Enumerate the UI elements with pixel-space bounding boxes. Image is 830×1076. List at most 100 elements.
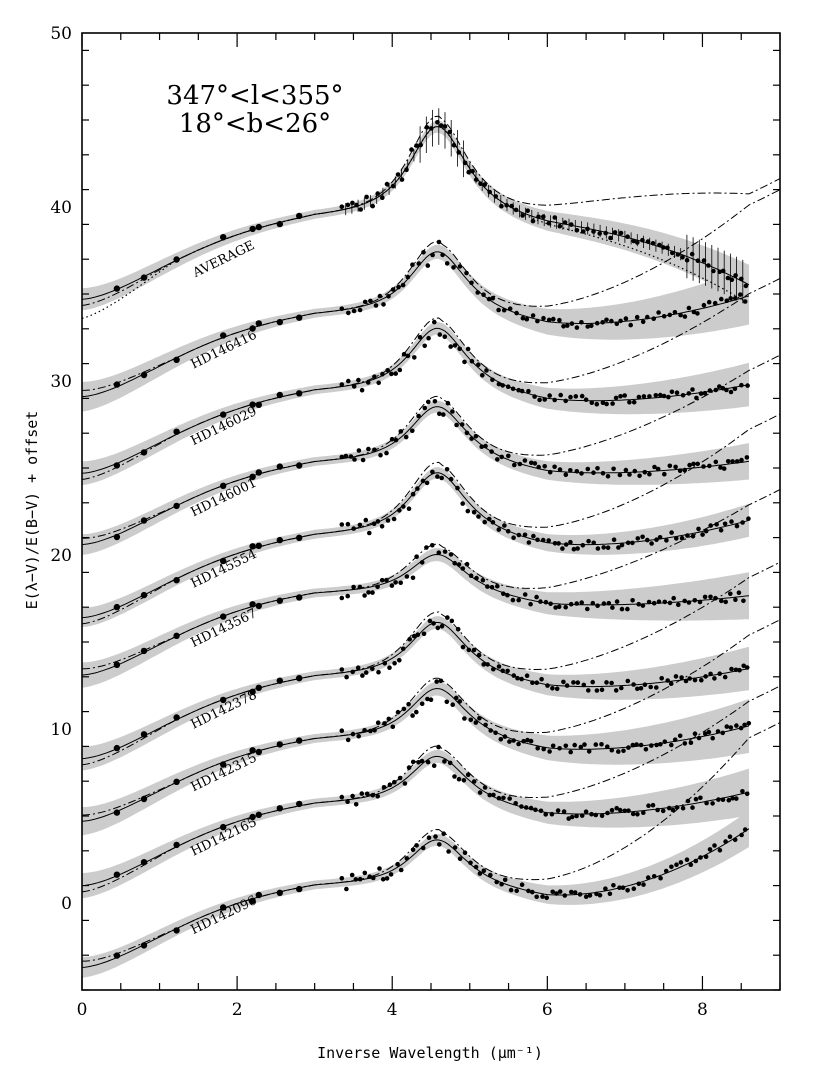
data-point: [389, 583, 395, 588]
data-point: [579, 393, 585, 399]
data-point: [456, 562, 462, 567]
data-point: [528, 805, 534, 811]
data-point: [255, 684, 262, 691]
data-point: [140, 647, 148, 655]
data-point: [448, 476, 454, 482]
data-point: [255, 401, 262, 408]
data-point: [356, 734, 362, 739]
data-point: [556, 541, 561, 546]
data-point: [548, 601, 553, 607]
data-point: [724, 387, 729, 393]
data-point: [460, 566, 466, 571]
data-point: [627, 472, 632, 477]
data-point: [276, 536, 283, 544]
data-point: [599, 687, 605, 693]
data-point: [739, 457, 744, 463]
data-point: [652, 464, 657, 470]
data-point: [426, 335, 431, 341]
band-hd146416: [82, 244, 749, 412]
data-point: [481, 292, 486, 298]
data-point: [488, 872, 493, 878]
data-point: [619, 685, 624, 691]
data-point: [686, 600, 692, 605]
data-point: [541, 214, 546, 219]
data-point: [522, 458, 528, 463]
data-point: [113, 661, 121, 668]
data-point: [511, 738, 516, 743]
data-point: [220, 696, 227, 704]
x-tick-label: 4: [387, 1000, 398, 1020]
data-point: [496, 527, 502, 532]
data-point: [470, 168, 475, 174]
data-point: [583, 397, 589, 403]
data-point: [707, 388, 713, 393]
data-point: [650, 241, 656, 246]
data-point: [473, 720, 479, 725]
data-point: [113, 744, 121, 752]
data-point: [419, 758, 425, 764]
data-point: [665, 678, 670, 683]
data-point: [456, 776, 462, 782]
data-point: [662, 471, 667, 477]
data-point: [659, 676, 664, 681]
data-point: [546, 317, 552, 323]
data-point: [496, 664, 502, 669]
data-point: [561, 324, 566, 329]
data-point: [371, 875, 376, 881]
data-point: [377, 293, 383, 299]
points-hd142378: [113, 615, 750, 752]
data-point: [595, 546, 601, 551]
data-point: [718, 528, 724, 533]
data-point: [469, 436, 474, 441]
data-point: [720, 730, 725, 736]
data-point: [255, 542, 262, 549]
data-point: [382, 721, 387, 726]
data-point: [476, 652, 482, 658]
data-point: [140, 371, 148, 379]
data-point: [682, 598, 687, 604]
data-point: [600, 471, 606, 476]
data-point: [516, 532, 522, 538]
data-point: [682, 467, 688, 473]
data-point: [692, 731, 698, 736]
data-point: [370, 203, 376, 209]
data-point: [344, 674, 349, 680]
data-point: [392, 661, 397, 666]
data-point: [379, 524, 385, 529]
data-point: [610, 605, 615, 610]
data-point: [113, 381, 121, 388]
data-point: [516, 741, 521, 747]
data-point: [726, 797, 732, 803]
data-point: [220, 904, 227, 911]
data-point: [402, 781, 408, 786]
data-point: [691, 309, 697, 315]
data-point: [367, 874, 373, 879]
data-point: [674, 805, 680, 810]
data-point: [603, 886, 608, 891]
data-point: [722, 674, 728, 680]
data-point: [688, 740, 694, 745]
data-point: [484, 368, 489, 373]
data-point: [658, 875, 663, 881]
data-point: [536, 214, 541, 220]
data-point: [717, 384, 722, 389]
data-point: [499, 881, 504, 887]
data-point: [357, 584, 363, 590]
data-point: [464, 561, 470, 567]
data-point: [533, 807, 538, 813]
data-point: [399, 177, 405, 182]
data-point: [113, 952, 121, 959]
data-point: [255, 320, 262, 327]
data-point: [397, 775, 403, 781]
data-point: [581, 229, 586, 234]
data-point: [672, 737, 678, 742]
data-point: [738, 725, 744, 731]
data-point: [454, 695, 459, 701]
data-point: [400, 646, 406, 652]
data-point: [674, 862, 679, 867]
data-point: [625, 540, 631, 546]
data-point: [730, 459, 735, 464]
data-point: [622, 393, 627, 398]
data-point: [563, 398, 568, 404]
data-point: [617, 472, 623, 478]
